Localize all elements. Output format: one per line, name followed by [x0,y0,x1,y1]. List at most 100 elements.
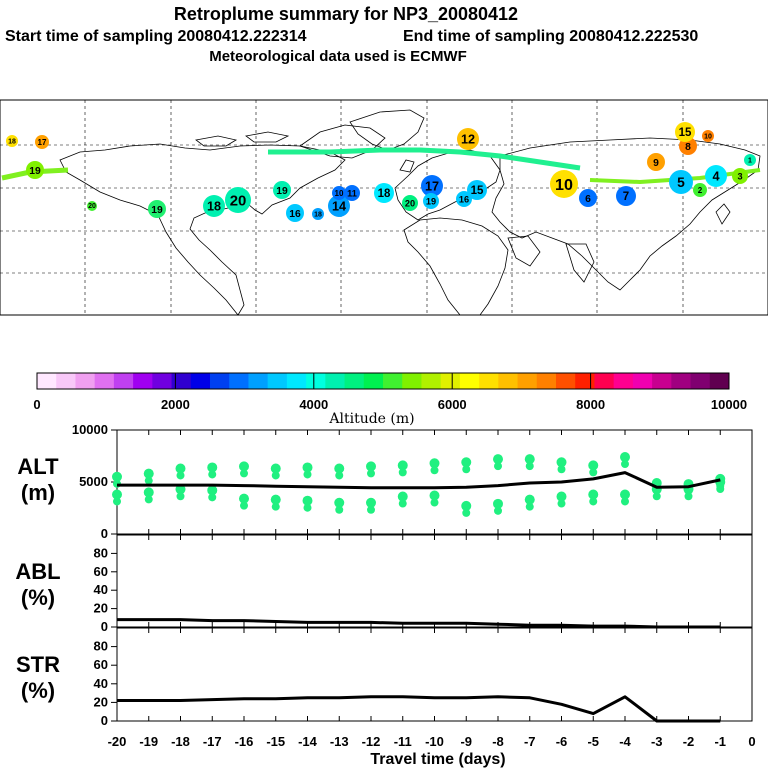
map-marker-label: 1 [748,158,752,165]
colorbar-cell [94,373,115,389]
alt-cluster-dot [366,497,376,508]
alt-cluster-dot [175,463,186,474]
alt-cluster-dot [113,497,121,506]
end-time-label: End time of sampling 20080412.222530 [403,28,698,45]
map-marker: 20 [225,187,251,213]
x-tick-label: -9 [460,734,472,749]
colorbar-cell [363,373,384,389]
map-marker-dot [6,135,18,147]
alt-cluster-dot [240,469,248,478]
alt-cluster-dot [556,491,567,502]
x-tick-label: -12 [362,734,381,749]
colorbar-tick-label: 6000 [438,397,467,412]
colorbar-cell [56,373,76,389]
alt-cluster-dot [302,462,313,473]
colorbar-cell [152,373,173,389]
alt-cluster-dot [589,468,598,477]
colorbar-tick-label: 0 [33,397,40,412]
alt-cluster-dot [143,487,154,498]
map-marker-label: 17 [425,180,439,194]
map-marker-label: 19 [151,205,163,216]
map-marker-label: 8 [685,142,691,153]
map-marker-label: 15 [679,127,692,139]
map-marker-label: 10 [555,176,573,194]
colorbar-cell [286,373,307,389]
colorbar-cell [440,373,461,389]
map-marker: 20 [402,195,418,211]
map-marker-dot [669,170,693,194]
y-tick-label: 10000 [72,422,108,437]
y-tick-label: 40 [94,582,108,597]
colorbar-cell [613,373,634,389]
alt-cluster-dot [493,454,503,465]
x-tick-label: -11 [394,734,412,749]
x-tick-label: -1 [714,734,726,749]
map-marker: 4 [705,165,727,187]
map-marker-dot [702,130,714,142]
alt-cluster-dot [525,502,534,511]
map-marker: 7 [616,186,636,206]
map-marker: 19 [26,161,44,179]
map-marker-dot [273,181,291,199]
y-tick-label: 0 [101,619,108,634]
map-marker: 10 [702,130,714,142]
coastlines [59,109,761,316]
start-time-label: Start time of sampling 20080412.222314 [5,28,307,45]
colorbar-cell [498,373,519,389]
series-line-abl [117,618,721,629]
x-axis-title: Travel time (days) [370,751,505,768]
alt-cluster-dot [208,493,217,502]
alt-cluster-dot [270,494,281,505]
map-marker-label: 11 [347,188,357,198]
alt-cluster-dot [397,491,408,502]
map-marker-dot [225,187,251,213]
colorbar-cell [190,373,211,389]
colorbar-cell [479,373,499,389]
y-tick-label: 60 [94,657,108,672]
colorbar-cell [306,373,326,389]
alt-cluster-dot [588,489,599,500]
map-marker: 15 [467,180,487,200]
colorbar-cell [575,373,595,389]
colorbar-cell [383,373,403,389]
map-marker: 14 [328,195,350,217]
trajectory-track-northern [268,147,581,171]
alt-cluster-dot [493,498,503,509]
y-tick-label: 80 [94,639,108,654]
alt-cluster-dot [240,501,248,510]
alt-cluster-dot [271,502,280,511]
colorbar-tick-label: 8000 [576,397,605,412]
colorbar-cell [229,373,249,389]
alt-cluster-dot [176,471,185,480]
alt-cluster-dot [270,463,281,474]
map-marker-dot [148,200,166,218]
map-marker-dot [35,135,49,149]
x-tick-label: -20 [108,734,127,749]
map-marker-dot [456,191,472,207]
alt-cluster-dot [430,498,439,507]
alt-cluster-dot [429,458,440,469]
map-marker-label: 19 [426,196,436,206]
y-tick-label: 20 [94,694,108,709]
map-marker-label: 19 [276,186,288,197]
map-marker-dot [616,186,636,206]
map-marker: 18 [203,195,225,217]
panel-frame [116,627,753,722]
panel-ylabel: (%) [21,585,55,610]
alt-cluster-dot [112,471,122,482]
x-tick-label: -18 [171,734,190,749]
panel-ylabel: (m) [21,480,55,505]
alt-cluster-dot [207,485,218,496]
alt-cluster-dot [524,454,535,465]
colorbar-cell [133,373,153,389]
map-marker-dot [328,195,350,217]
map-marker: 19 [273,181,291,199]
alt-cluster-dot [462,508,471,517]
map-marker-dot [374,183,394,203]
y-tick-label: 40 [94,676,108,691]
panel-abl: 0 20 40 60 80 ABL(%) [15,534,753,634]
y-tick-label: 0 [101,713,108,728]
alt-cluster-dot [589,497,598,506]
colorbar-frame [36,372,730,390]
